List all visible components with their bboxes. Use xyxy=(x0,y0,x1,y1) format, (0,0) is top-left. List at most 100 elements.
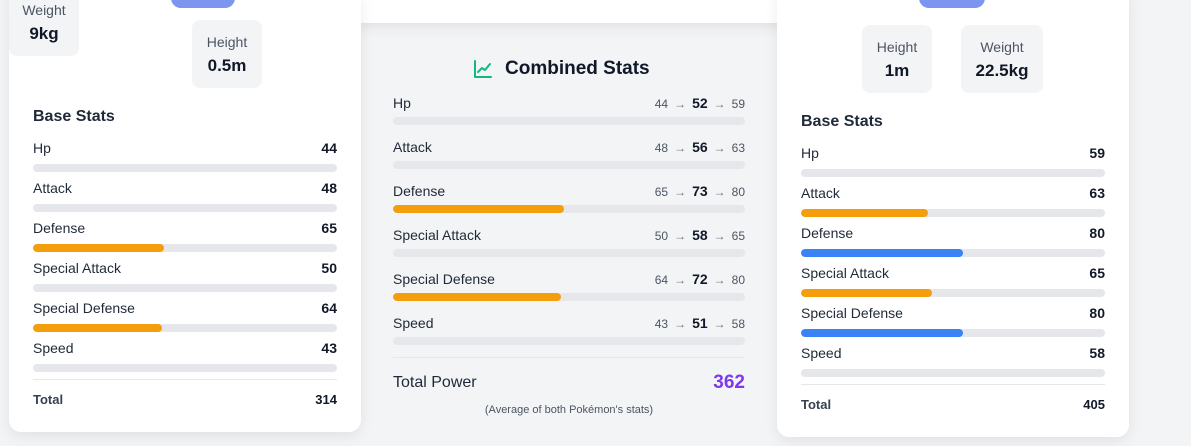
base-stats-title: Base Stats xyxy=(801,113,883,130)
arrow-right-icon: → xyxy=(674,273,687,287)
total-label: Total xyxy=(801,397,832,412)
stat-row-speed: Speed 58 xyxy=(801,345,1105,385)
stat-name: Hp xyxy=(33,140,51,156)
stat-bar-track xyxy=(393,205,745,213)
weight-box: Weight 9kg xyxy=(9,0,79,56)
stat-bar-fill xyxy=(801,329,964,337)
stat-value: 65 xyxy=(321,220,337,236)
stat-bar-track xyxy=(801,369,1105,377)
stat-bar-fill xyxy=(801,249,964,257)
stat-bar-track xyxy=(801,249,1105,257)
arrow-right-icon: → xyxy=(713,185,726,199)
right-value: 58 xyxy=(731,317,745,331)
stat-value: 80 xyxy=(1089,305,1105,321)
height-box: Height 0.5m xyxy=(192,20,262,88)
arrow-right-icon: → xyxy=(713,273,726,287)
stat-name: Special Attack xyxy=(393,227,481,243)
stat-row-hp: Hp 44 xyxy=(33,140,337,180)
stat-row-special-attack: Special Attack 50 xyxy=(33,260,337,300)
arrow-right-icon: → xyxy=(713,97,726,111)
stat-name: Special Defense xyxy=(801,305,903,321)
average-value: 58 xyxy=(692,227,708,243)
combined-stats-header: Combined Stats xyxy=(473,58,650,80)
total-power-section: Total Power 362 (Average of both Pokémon… xyxy=(393,357,745,427)
height-label: Height xyxy=(206,34,248,50)
base-stats-list: Hp 44 Attack 48 Defense 65 Special Attack 50 Spe… xyxy=(33,140,337,380)
combined-stat-row-special-attack: Special Attack 50 → 58 → 65 xyxy=(393,227,745,267)
stat-bar-track xyxy=(801,289,1105,297)
stat-row-defense: Defense 80 xyxy=(801,225,1105,265)
total-row: Total 405 xyxy=(801,384,1105,424)
left-value: 43 xyxy=(654,317,669,331)
combined-stat-row-attack: Attack 48 → 56 → 63 xyxy=(393,139,745,179)
stat-name: Speed xyxy=(801,345,842,361)
arrow-right-icon: → xyxy=(713,317,726,331)
weight-label: Weight xyxy=(22,2,66,18)
stat-name: Special Attack xyxy=(33,260,121,276)
type-badge xyxy=(919,0,985,8)
average-value: 52 xyxy=(692,95,708,111)
arrow-right-icon: → xyxy=(713,141,726,155)
stat-value: 58 xyxy=(1089,345,1105,361)
height-value: 1m xyxy=(884,61,910,80)
stat-bar-fill xyxy=(393,205,565,213)
left-value: 44 xyxy=(654,97,669,111)
stat-bar-track xyxy=(33,324,337,332)
stat-bar-track xyxy=(801,209,1105,217)
stat-bar-fill xyxy=(33,324,163,332)
total-power-note: (Average of both Pokémon's stats) xyxy=(484,404,654,416)
stat-value: 50 xyxy=(321,260,337,276)
total-power-label: Total Power xyxy=(393,374,477,391)
height-value: 0.5m xyxy=(207,56,247,75)
total-value: 405 xyxy=(1083,397,1105,412)
right-value: 59 xyxy=(731,97,745,111)
stat-bar-track xyxy=(393,117,745,125)
base-stats-title: Base Stats xyxy=(33,108,115,125)
base-stats-list: Hp 59 Attack 63 Defense 80 Special Attack 65 Spe… xyxy=(801,145,1105,385)
arrow-right-icon: → xyxy=(674,317,687,331)
stat-bar-fill xyxy=(393,293,561,301)
weight-box: Weight 22.5kg xyxy=(961,25,1043,93)
stat-bar-fill xyxy=(33,244,164,252)
stat-name: Speed xyxy=(33,340,74,356)
arrow-right-icon: → xyxy=(674,97,687,111)
stat-row-special-attack: Special Attack 65 xyxy=(801,265,1105,305)
stat-bar-track xyxy=(33,244,337,252)
right-value: 80 xyxy=(731,185,745,199)
stat-bar-track xyxy=(393,337,745,345)
stat-name: Defense xyxy=(33,220,86,236)
height-label: Height xyxy=(876,39,918,55)
total-value: 314 xyxy=(315,392,337,407)
average-value: 51 xyxy=(692,315,708,331)
right-value: 63 xyxy=(731,141,745,155)
stat-value: 44 xyxy=(321,140,337,156)
stat-value: 64 xyxy=(321,300,337,316)
combined-stats-title: Combined Stats xyxy=(505,58,650,79)
combined-stat-row-special-defense: Special Defense 64 → 72 → 80 xyxy=(393,271,745,311)
right-pokemon-card: Height 1m Weight 22.5kg Base Stats Hp 59 A… xyxy=(777,0,1129,437)
stat-name: Attack xyxy=(801,185,840,201)
stat-comparison: 50 → 58 → 65 xyxy=(655,227,745,243)
stat-row-hp: Hp 59 xyxy=(801,145,1105,185)
stat-row-speed: Speed 43 xyxy=(33,340,337,380)
stat-bar-fill xyxy=(801,289,933,297)
stat-name: Special Defense xyxy=(33,300,135,316)
stat-bar-track xyxy=(33,204,337,212)
weight-value: 22.5kg xyxy=(975,61,1029,80)
arrow-right-icon: → xyxy=(674,141,687,155)
stat-name: Defense xyxy=(801,225,854,241)
stat-name: Attack xyxy=(33,180,72,196)
stat-name: Hp xyxy=(801,145,819,161)
stat-bar-track xyxy=(33,284,337,292)
stat-name: Hp xyxy=(393,95,411,111)
stat-comparison: 48 → 56 → 63 xyxy=(655,139,745,155)
total-row: Total 314 xyxy=(33,379,337,419)
stat-bar-track xyxy=(801,329,1105,337)
stat-row-special-defense: Special Defense 64 xyxy=(33,300,337,340)
left-value: 50 xyxy=(654,229,669,243)
combined-stats-panel: Combined Stats Hp 44 → 52 → 59 Attack 48 → 56 → 63 D… xyxy=(393,0,745,446)
stat-value: 43 xyxy=(321,340,337,356)
left-value: 64 xyxy=(654,273,669,287)
combined-stat-row-defense: Defense 65 → 73 → 80 xyxy=(393,183,745,223)
chart-line-icon xyxy=(474,60,492,78)
